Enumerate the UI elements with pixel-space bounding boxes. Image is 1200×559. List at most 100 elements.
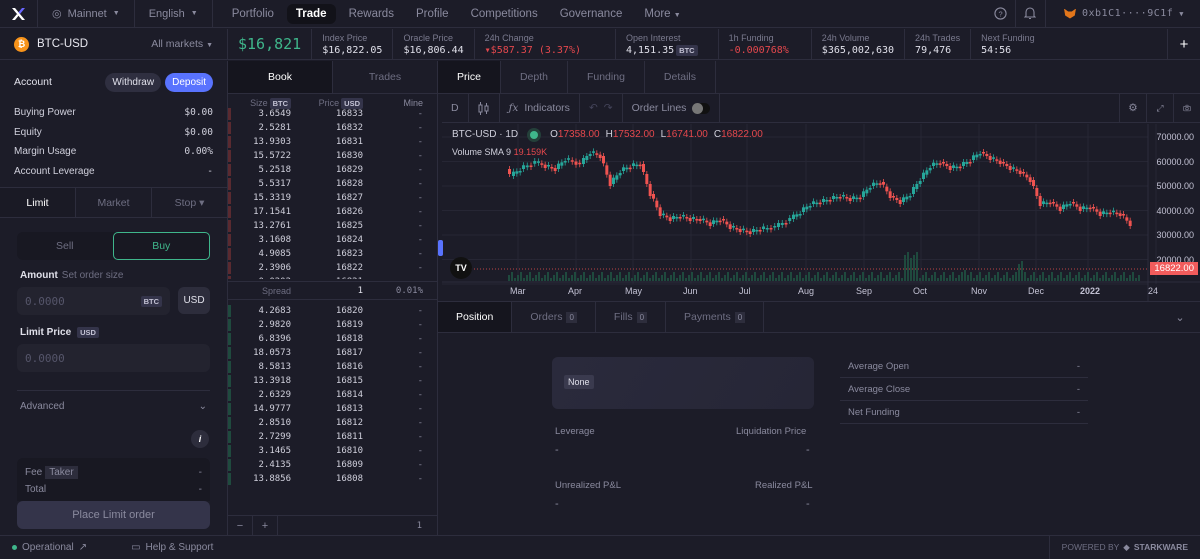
position-side-badge: None bbox=[564, 375, 594, 389]
tab-funding[interactable]: Funding bbox=[568, 61, 645, 93]
powered-by-starkware: POWERED BY ◆ STARKWARE bbox=[1048, 535, 1200, 559]
caret-down-icon: ▼ bbox=[112, 10, 120, 17]
zoom-out-button[interactable]: − bbox=[228, 515, 253, 536]
book-row[interactable]: 13.9303 16831- bbox=[228, 135, 437, 149]
nav-more[interactable]: More ▼ bbox=[644, 7, 681, 20]
place-order-button[interactable]: Place Limit order bbox=[17, 501, 210, 529]
amount-input[interactable]: 0.0000 BTC bbox=[17, 287, 170, 315]
dydx-logo[interactable] bbox=[0, 0, 38, 28]
nav-rewards[interactable]: Rewards bbox=[348, 7, 394, 20]
tab-payments[interactable]: Payments 0 bbox=[666, 302, 765, 332]
tab-limit[interactable]: Limit bbox=[0, 188, 76, 217]
order-lines-toggle[interactable]: Order Lines bbox=[623, 93, 721, 123]
tab-book[interactable]: Book bbox=[228, 61, 333, 93]
deposit-button[interactable]: Deposit bbox=[165, 72, 213, 92]
withdraw-button[interactable]: Withdraw bbox=[105, 72, 162, 92]
help-icon[interactable]: ? bbox=[986, 0, 1016, 28]
tab-details[interactable]: Details bbox=[645, 61, 717, 93]
book-row[interactable]: 0.020216821- bbox=[228, 275, 437, 279]
x-tick: Aug bbox=[798, 286, 815, 296]
book-row[interactable]: 13.3918 16815- bbox=[228, 374, 437, 388]
help-support-link[interactable]: ▭ Help & Support bbox=[131, 541, 214, 553]
book-row[interactable]: 6.8396 16818- bbox=[228, 332, 437, 346]
y-tick: 20000.00 bbox=[1156, 254, 1194, 265]
side-toggle: Sell Buy bbox=[17, 232, 210, 260]
fee-row: Fee Taker - bbox=[25, 466, 202, 479]
tab-stop[interactable]: Stop ▾ bbox=[174, 196, 205, 209]
tab-market[interactable]: Market bbox=[76, 188, 152, 217]
y-tick: 50000.00 bbox=[1156, 181, 1194, 191]
grouping-value: 1 bbox=[416, 520, 422, 531]
book-row[interactable]: 2.6329 16814- bbox=[228, 388, 437, 402]
status-link[interactable]: Operational ↗ bbox=[0, 542, 99, 553]
book-row[interactable]: 13.8856 16808- bbox=[228, 472, 437, 486]
usd-toggle-button[interactable]: USD bbox=[178, 287, 210, 314]
book-row[interactable]: 18.0573 16817- bbox=[228, 346, 437, 360]
book-row[interactable]: 13.2761 16825- bbox=[228, 219, 437, 233]
tab-trades[interactable]: Trades bbox=[368, 71, 402, 83]
book-row[interactable]: 3.1608 16824- bbox=[228, 233, 437, 247]
stat-oracle-price: Oracle Price $16,806.44 bbox=[393, 28, 475, 60]
average-close-row: Average Close - bbox=[840, 378, 1088, 401]
interval-button[interactable]: D bbox=[442, 93, 469, 123]
drawer-handle[interactable] bbox=[438, 240, 443, 256]
x-tick: 2022 bbox=[1080, 286, 1101, 296]
book-row[interactable]: 5.2518 16829- bbox=[228, 163, 437, 177]
x-tick: Jul bbox=[739, 286, 751, 296]
tab-fills[interactable]: Fills 0 bbox=[596, 302, 667, 332]
globe-icon: ◎ bbox=[52, 8, 62, 20]
top-nav: ◎ Mainnet ▼ English ▼ Portfolio Trade Re… bbox=[0, 0, 1200, 28]
average-open-row: Average Open - bbox=[840, 355, 1088, 378]
nav-governance[interactable]: Governance bbox=[559, 7, 623, 20]
book-row[interactable]: 2.3906 16822- bbox=[228, 261, 437, 275]
tradingview-logo[interactable]: TV bbox=[450, 257, 472, 279]
book-row[interactable]: 2.4135 16809- bbox=[228, 458, 437, 472]
buy-button[interactable]: Buy bbox=[112, 232, 210, 260]
settings-gear-icon[interactable]: ⚙ bbox=[1119, 93, 1146, 123]
zoom-in-button[interactable]: + bbox=[253, 515, 278, 536]
nav-trade[interactable]: Trade bbox=[286, 3, 336, 24]
market-selector[interactable]: ₿ BTC-USD All markets ▼ bbox=[0, 28, 228, 60]
book-row[interactable]: 2.5281 16832- bbox=[228, 121, 437, 135]
nav-portfolio[interactable]: Portfolio bbox=[231, 7, 274, 20]
limit-price-input[interactable]: 0.0000 bbox=[17, 344, 210, 372]
book-row[interactable]: 14.9777 16813- bbox=[228, 402, 437, 416]
x-tick: Sep bbox=[856, 286, 873, 296]
tab-position[interactable]: Position bbox=[438, 302, 513, 332]
candle-type-icon[interactable] bbox=[469, 93, 500, 123]
price-chart[interactable]: BTC-USD · 1D O17358.00 H17532.00 L16741.… bbox=[438, 124, 1200, 301]
book-row[interactable]: 17.1541 16826- bbox=[228, 205, 437, 219]
network-selector[interactable]: ◎ Mainnet ▼ bbox=[38, 0, 135, 28]
book-row[interactable]: 3.6549 16833- bbox=[228, 107, 437, 121]
book-row[interactable]: 2.7299 16811- bbox=[228, 430, 437, 444]
add-market-button[interactable]: + bbox=[1167, 28, 1200, 60]
book-row[interactable]: 8.5813 16816- bbox=[228, 360, 437, 374]
book-row[interactable]: 2.9820 16819- bbox=[228, 318, 437, 332]
tab-orders[interactable]: Orders 0 bbox=[512, 302, 596, 332]
book-row[interactable]: 4.2683 16820- bbox=[228, 304, 437, 318]
collapse-chevron-icon[interactable]: ⌄ bbox=[1175, 311, 1185, 324]
nav-competitions[interactable]: Competitions bbox=[470, 7, 538, 20]
book-row[interactable]: 5.5317 16828- bbox=[228, 177, 437, 191]
wallet-menu[interactable]: 0xb1C1····9C1f ▼ bbox=[1046, 8, 1200, 19]
nav-profile[interactable]: Profile bbox=[415, 7, 449, 20]
book-row[interactable]: 15.5722 16830- bbox=[228, 149, 437, 163]
info-icon[interactable]: i bbox=[191, 430, 209, 448]
advanced-toggle[interactable]: Advanced ⌄ bbox=[17, 390, 210, 412]
book-row[interactable]: 15.3319 16827- bbox=[228, 191, 437, 205]
fullscreen-icon[interactable]: ⤢ bbox=[1146, 93, 1173, 123]
bell-icon[interactable] bbox=[1016, 0, 1046, 28]
book-row[interactable]: 3.1465 16810- bbox=[228, 444, 437, 458]
tab-price[interactable]: Price bbox=[438, 61, 501, 93]
stat-open-interest: Open Interest 4,151.35 BTC bbox=[616, 28, 719, 60]
sell-button[interactable]: Sell bbox=[55, 240, 74, 252]
camera-icon[interactable] bbox=[1173, 93, 1200, 123]
buying-power-row: Buying Power $0.00 bbox=[14, 107, 213, 119]
book-row[interactable]: 2.8510 16812- bbox=[228, 416, 437, 430]
book-row[interactable]: 4.9085 16823- bbox=[228, 247, 437, 261]
tab-depth[interactable]: Depth bbox=[501, 61, 568, 93]
indicators-button[interactable]: ƒx Indicators bbox=[500, 93, 580, 123]
stat-24h-trades: 24h Trades 79,476 bbox=[905, 28, 972, 60]
undo-redo[interactable]: ↶ ↷ bbox=[580, 93, 623, 123]
language-selector[interactable]: English ▼ bbox=[135, 0, 213, 28]
